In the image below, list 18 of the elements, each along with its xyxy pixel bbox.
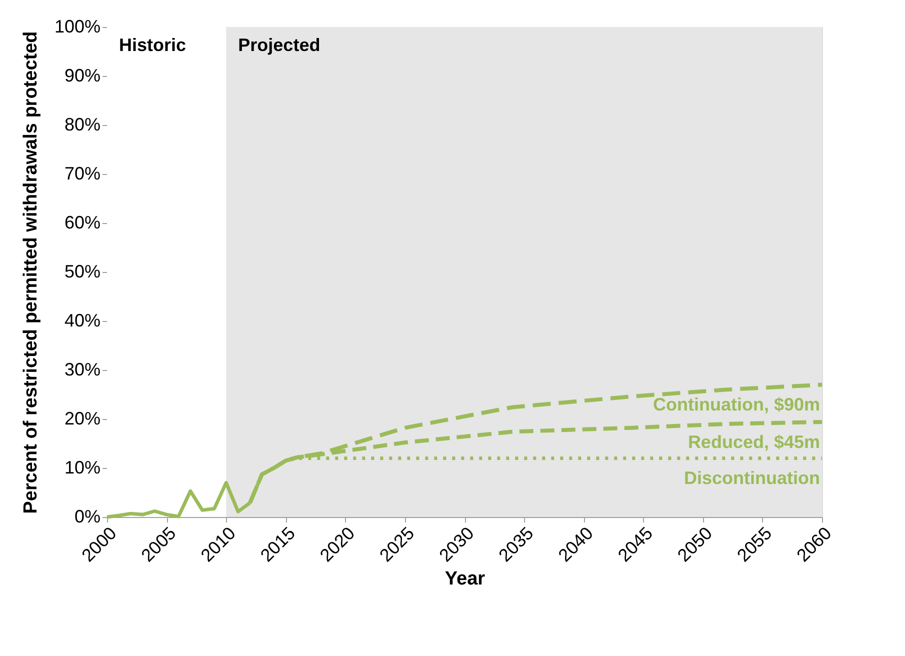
y-tick-label: 70% xyxy=(64,164,100,184)
y-tick-label: 30% xyxy=(64,360,100,380)
y-tick-label: 90% xyxy=(64,66,100,86)
band-label: Historic xyxy=(119,35,186,55)
y-tick-label: 20% xyxy=(64,408,100,428)
series-label: Discontinuation xyxy=(684,468,820,488)
band-label: Projected xyxy=(238,35,320,55)
y-tick-label: 0% xyxy=(74,506,100,526)
series-label: Reduced, $45m xyxy=(688,432,820,452)
y-tick-label: 40% xyxy=(64,310,100,330)
y-axis-title: Percent of restricted permitted withdrawals protected xyxy=(20,31,42,514)
y-tick-label: 100% xyxy=(54,16,100,36)
series-label: Continuation, $90m xyxy=(652,394,820,415)
y-tick-label: 50% xyxy=(64,262,100,282)
y-tick-label: 10% xyxy=(64,458,100,478)
x-axis-title: Year xyxy=(444,568,486,590)
y-tick-label: 80% xyxy=(64,114,100,134)
y-tick-label: 60% xyxy=(64,212,100,232)
